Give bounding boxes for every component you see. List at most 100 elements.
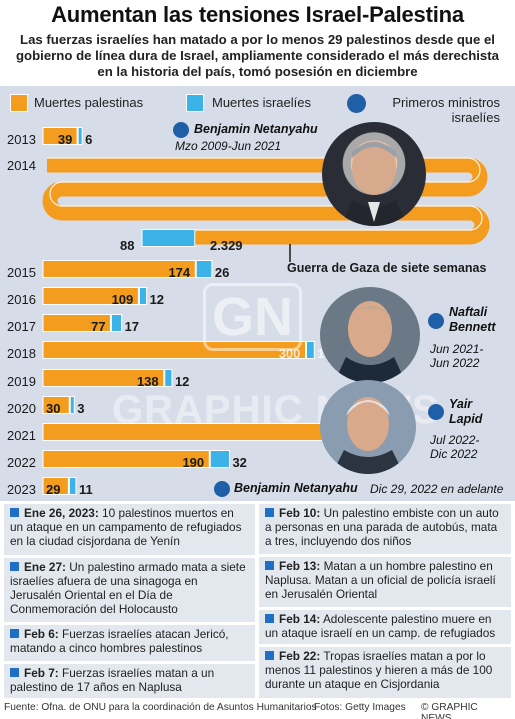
tick-label-2013: 2013 (7, 132, 36, 147)
tick-label-2014: 2014 (7, 158, 36, 173)
event-square-icon (265, 508, 274, 517)
event-square-icon (265, 614, 274, 623)
tick-label-2015: 2015 (7, 265, 36, 280)
bar-palestinian-2016 (42, 287, 139, 305)
event-right-0: Feb 10: Un palestino embiste con un auto… (259, 504, 511, 554)
bar-palestinian-2013 (42, 127, 78, 145)
label-israeli-2015: 26 (215, 265, 229, 280)
label-palestinian-2014: 2.329 (210, 238, 243, 253)
event-square-icon (10, 562, 19, 571)
bar-palestinian-2015 (42, 260, 196, 278)
footer-credit: © GRAPHIC NEWS (421, 702, 478, 719)
event-left-2: Feb 6: Fuerzas israelíes atacan Jericó, … (4, 625, 255, 661)
event-right-1: Feb 13: Matan a un hombre palestino en N… (259, 557, 511, 607)
label-israeli-2017: 17 (125, 319, 139, 334)
event-square-icon (10, 508, 19, 517)
legend-pm-label: Primeros ministros israelíes (392, 95, 500, 125)
pm-dot-lapid (428, 404, 444, 420)
event-square-icon (10, 668, 19, 677)
event-right-3: Feb 22: Tropas israelíes matan a por lo … (259, 647, 511, 698)
label-palestinian-2022: 190 (182, 455, 204, 470)
event-square-icon (265, 561, 274, 570)
pm-term-bennett-1: Jun 2021- (430, 342, 484, 356)
pm-name-lapid-first: Yair (449, 397, 473, 411)
event-square-icon (10, 629, 19, 638)
bar-palestinian-2017 (42, 314, 111, 332)
pm-dot-bennett (428, 313, 444, 329)
bar-israeli-2023 (68, 477, 77, 495)
label-palestinian-2013: 39 (58, 132, 72, 147)
lapid-photo (320, 380, 416, 474)
legend-israeli-swatch (186, 94, 204, 112)
tick-label-2021: 2021 (7, 428, 36, 443)
label-israeli-2019: 12 (175, 374, 189, 389)
bar-palestinian-2020 (42, 396, 70, 414)
tick-label-2019: 2019 (7, 374, 36, 389)
event-left-3: Feb 7: Fuerzas israelíes matan a un pale… (4, 664, 255, 698)
label-israeli-2016: 12 (150, 292, 164, 307)
event-square-icon (265, 651, 274, 660)
legend-palestinian-swatch (10, 94, 28, 112)
bar-2014-serpentine (42, 157, 490, 245)
bar-israeli-2014 (141, 229, 196, 247)
label-palestinian-2019: 138 (137, 374, 159, 389)
pm-dot-netanyahu (173, 122, 189, 138)
pm-term-bennett-2: Jun 2022 (430, 356, 480, 370)
footer: Fuente: Ofna. de ONU para la coordinació… (4, 702, 511, 719)
bar-israeli-2020 (69, 396, 75, 414)
event-left-0: Ene 26, 2023: 10 palestinos muertos en u… (4, 504, 255, 555)
bar-palestinian-2022 (42, 450, 210, 468)
watermark-logo: GN (203, 283, 302, 351)
tick-label-2023: 2023 (7, 482, 36, 497)
page-subtitle: Las fuerzas israelíes han matado a por l… (16, 32, 499, 79)
bar-israeli-2018 (306, 341, 315, 359)
event-left-1: Ene 27: Un palestino armado mata a siete… (4, 558, 255, 622)
label-palestinian-2015: 174 (168, 265, 190, 280)
pm-term-netanyahu-2: Dic 29, 2022 en adelante (370, 482, 504, 496)
tick-label-2022: 2022 (7, 455, 36, 470)
tick-label-2016: 2016 (7, 292, 36, 307)
label-israeli-2013: 6 (85, 132, 92, 147)
footer-photos: Fotos: Getty Images (314, 702, 406, 713)
label-israeli-2023: 11 (79, 482, 93, 497)
pm-name-bennett-last: Bennett (449, 320, 496, 334)
tick-label-2017: 2017 (7, 319, 36, 334)
bar-israeli-2015 (195, 260, 213, 278)
bennett-photo (320, 287, 420, 383)
event-right-2: Feb 14: Adolescente palestino muere en u… (259, 610, 511, 644)
bar-israeli-2019 (164, 369, 173, 387)
annotation-label: Guerra de Gaza de siete semanas (287, 261, 486, 275)
pm-term-netanyahu: Mzo 2009-Jun 2021 (175, 139, 282, 153)
bar-israeli-2016 (138, 287, 148, 305)
page-title: Aumentan las tensiones Israel-Palestina (51, 2, 464, 27)
label-palestinian-2023: 29 (46, 482, 60, 497)
label-israeli-2014: 88 (120, 238, 134, 253)
pm-dot-netanyahu-2 (214, 481, 230, 497)
bar-israeli-2022 (209, 450, 230, 468)
bar-palestinian-2018 (42, 341, 306, 359)
tick-label-2018: 2018 (7, 346, 36, 361)
label-palestinian-2016: 109 (112, 292, 134, 307)
label-israeli-2022: 32 (232, 455, 246, 470)
legend-palestinian-label: Muertes palestinas (34, 95, 144, 110)
pm-term-lapid-2: Dic 2022 (430, 447, 478, 461)
pm-name-netanyahu: Benjamin Netanyahu (194, 122, 318, 136)
events-section: Ene 26, 2023: 10 palestinos muertos en u… (0, 502, 515, 700)
bar-israeli-2013 (77, 127, 83, 145)
chart-svg: 2013 39 6 2014 88 2.329 Guerra de Gaza de siet… (7, 127, 490, 497)
pm-name-lapid-last: Lapid (449, 412, 483, 426)
label-israeli-2020: 3 (77, 401, 84, 416)
footer-source: Fuente: Ofna. de ONU para la coordinació… (4, 702, 317, 713)
bar-palestinian-2019 (42, 369, 165, 387)
bar-palestinian-2023 (42, 477, 69, 495)
pm-name-bennett-first: Naftali (449, 305, 488, 319)
netanyahu-photo (322, 122, 426, 226)
pm-term-lapid-1: Jul 2022- (430, 433, 480, 447)
pm-name-netanyahu-2: Benjamin Netanyahu (234, 481, 358, 495)
legend-pm-dot (347, 94, 366, 113)
label-palestinian-2017: 77 (91, 319, 105, 334)
bar-israeli-2017 (110, 314, 123, 332)
label-palestinian-2020: 30 (46, 401, 60, 416)
tick-label-2020: 2020 (7, 401, 36, 416)
legend-israeli-label: Muertes israelíes (212, 95, 311, 110)
